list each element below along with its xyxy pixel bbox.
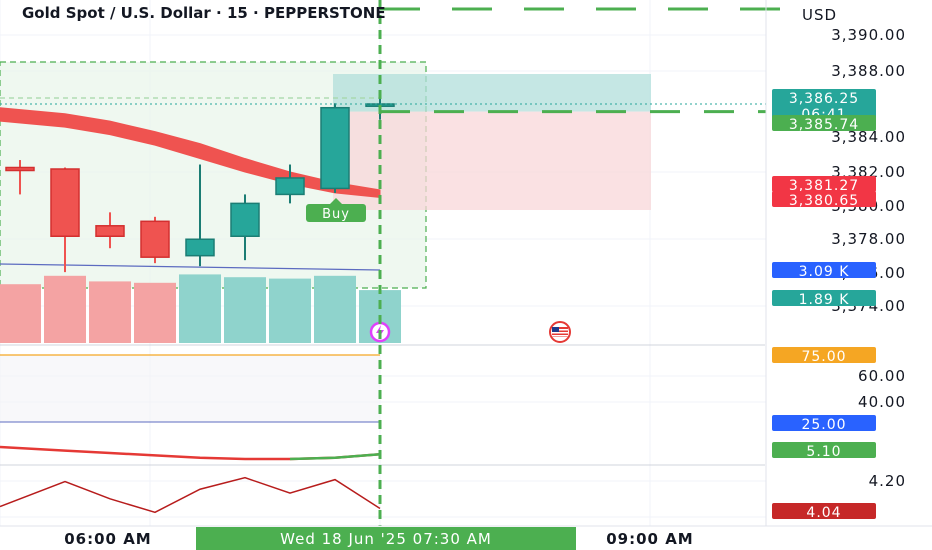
volume-bar xyxy=(269,278,311,343)
price-badge-bg xyxy=(772,176,876,192)
price-badge[interactable]: 3,381.27 xyxy=(772,176,876,194)
volume-ma-badge-text: 3.09 K xyxy=(799,264,850,280)
candles xyxy=(5,95,395,273)
rsi-band xyxy=(0,355,380,422)
volume-bar xyxy=(134,282,176,343)
candle-body xyxy=(95,225,125,238)
oscillator-value-badge-bg xyxy=(772,503,876,519)
entry-price-badge[interactable]: 3,385.74 xyxy=(772,115,876,133)
chart-title: Gold Spot / U.S. Dollar · 15 · PEPPERSTO… xyxy=(22,4,386,22)
volume-bar xyxy=(314,275,356,343)
last-price-badge-bg xyxy=(772,89,876,123)
candle-body xyxy=(275,177,305,196)
price-tick-label: 3,390.00 xyxy=(831,26,906,44)
rsi-level-badge-bg xyxy=(772,347,876,363)
volume-badge-text: 1.89 K xyxy=(799,292,850,308)
buy-label: Buy xyxy=(322,207,350,222)
volume-bars xyxy=(0,274,401,343)
rsi-level-badge-text: 75.00 xyxy=(801,349,846,365)
price-tick-label: 3,388.00 xyxy=(831,62,906,80)
price-badge-text: 3,381.27 xyxy=(789,178,859,194)
volume-bar xyxy=(0,284,41,343)
volume-ma-badge[interactable]: 3.09 K xyxy=(772,262,876,280)
rsi-value-badge-bg xyxy=(772,442,876,458)
oscillator-value-badge[interactable]: 4.04 xyxy=(772,503,876,521)
us-flag-event-icon[interactable] xyxy=(549,321,571,343)
buy-marker[interactable]: Buy xyxy=(306,198,366,222)
volume-bar xyxy=(224,277,266,343)
volume-badge[interactable]: 1.89 K xyxy=(772,290,876,308)
volume-bar xyxy=(179,274,221,343)
time-axis[interactable]: 06:00 AM 09:00 AM xyxy=(64,530,694,548)
price-tick-label: 3,384.00 xyxy=(831,128,906,146)
moving-average-line xyxy=(0,263,381,271)
oscillator-line xyxy=(0,476,381,514)
entry-price-badge-text: 3,385.74 xyxy=(789,117,859,133)
time-tick-label: 06:00 AM xyxy=(64,530,152,548)
candle-body xyxy=(320,106,350,190)
price-axis[interactable]: 3,390.003,388.003,384.003,382.003,380.00… xyxy=(772,26,906,521)
price-badge-bg xyxy=(772,191,876,207)
price-badge[interactable]: 3,380.65 xyxy=(772,191,876,209)
rsi-level-badge-bg xyxy=(772,415,876,431)
candle-body xyxy=(5,166,35,172)
candle-body xyxy=(50,168,80,238)
indicator-tick-label: 4.20 xyxy=(869,472,906,490)
candle-body xyxy=(185,238,215,257)
indicator-tick-label: 60.00 xyxy=(858,367,906,385)
crosshair-time: Wed 18 Jun '25 07:30 AM xyxy=(280,530,492,548)
price-badge-text: 3,380.65 xyxy=(789,193,859,209)
stop-zone xyxy=(333,111,651,210)
volume-bar xyxy=(89,281,131,343)
rsi-value-badge-text: 5.10 xyxy=(806,444,841,460)
volume-bar xyxy=(44,275,86,343)
time-tick-label: 09:00 AM xyxy=(606,530,694,548)
crosshair-time-label: Wed 18 Jun '25 07:30 AM xyxy=(196,527,576,550)
volume-ma-badge-bg xyxy=(772,262,876,278)
entry-price-badge-bg xyxy=(772,115,876,131)
last-price-badge-text: 3,386.25 xyxy=(789,91,859,107)
oscillator-value-badge-text: 4.04 xyxy=(806,505,841,521)
rsi-level-badge[interactable]: 75.00 xyxy=(772,347,876,365)
candle-body xyxy=(230,202,260,238)
rsi-value-badge[interactable]: 5.10 xyxy=(772,442,876,460)
volume-badge-bg xyxy=(772,290,876,306)
indicator-tick-label: 40.00 xyxy=(858,393,906,411)
currency-label: USD xyxy=(802,6,837,24)
rsi-level-badge[interactable]: 25.00 xyxy=(772,415,876,433)
rsi-line-rising xyxy=(289,452,381,461)
price-tick-label: 3,378.00 xyxy=(831,230,906,248)
candle-body xyxy=(140,220,170,258)
rsi-level-badge-text: 25.00 xyxy=(801,417,846,433)
